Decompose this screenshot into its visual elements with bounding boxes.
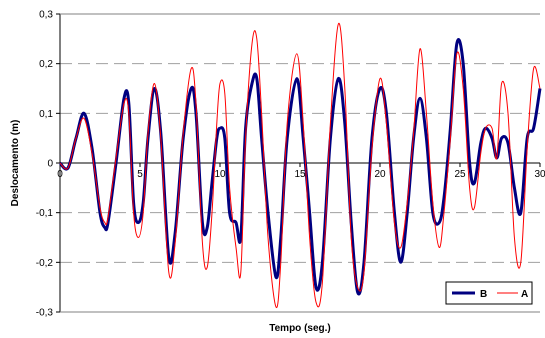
legend-label-b: B (480, 289, 487, 300)
y-tick-label: -0,1 (36, 208, 54, 219)
y-tick-label: -0,3 (36, 308, 54, 319)
y-tick-label: 0,2 (39, 59, 53, 70)
x-tick-label: 20 (374, 169, 386, 180)
x-tick-label: 30 (534, 169, 545, 180)
legend-label-a: A (521, 289, 528, 300)
y-tick-label: 0 (47, 159, 53, 170)
x-tick-label: 0 (57, 169, 63, 180)
x-tick-label: 5 (137, 169, 143, 180)
y-tick-label: 0,3 (39, 10, 53, 21)
y-tick-label: -0,2 (36, 258, 54, 269)
y-tick-label: 0,1 (39, 109, 53, 120)
x-tick-label: 25 (454, 169, 466, 180)
x-axis-title: Tempo (seg.) (269, 323, 330, 334)
legend: B A (446, 282, 532, 304)
y-axis-title: Deslocamento (m) (10, 120, 21, 207)
x-tick-label: 15 (294, 169, 306, 180)
x-tick-label: 10 (214, 169, 226, 180)
